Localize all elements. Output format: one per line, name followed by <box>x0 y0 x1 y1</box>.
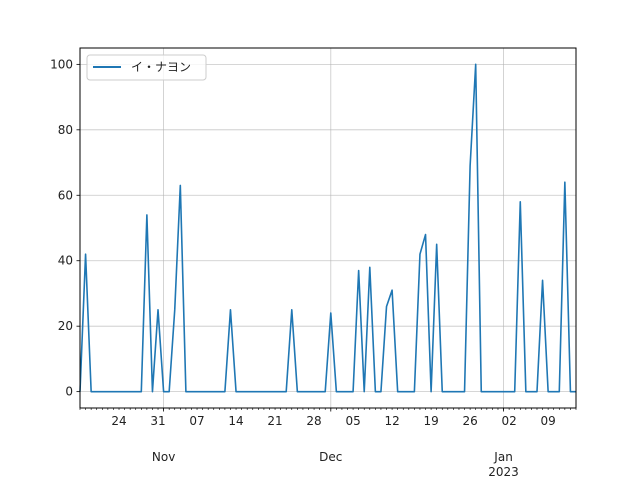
x-day-label: 26 <box>462 414 477 428</box>
y-tick-label: 40 <box>58 254 73 268</box>
x-day-label: 12 <box>384 414 399 428</box>
x-month-label: Nov <box>152 450 175 464</box>
y-tick-label: 60 <box>58 188 73 202</box>
x-day-label: 28 <box>306 414 321 428</box>
x-day-label: 24 <box>111 414 126 428</box>
legend-box <box>86 54 207 81</box>
x-day-label: 14 <box>228 414 243 428</box>
x-day-label: 02 <box>501 414 516 428</box>
plot-frame <box>79 47 577 409</box>
x-day-label: 09 <box>540 414 555 428</box>
x-day-label: 31 <box>150 414 165 428</box>
x-month-label: Jan <box>493 450 513 464</box>
legend: イ・ナヨン <box>86 54 207 81</box>
y-tick-label: 20 <box>58 319 73 333</box>
y-tick-label: 100 <box>50 57 73 71</box>
y-tick-label: 80 <box>58 123 73 137</box>
y-tick-label: 0 <box>65 385 73 399</box>
legend-label: イ・ナヨン <box>131 60 191 74</box>
x-day-label: 05 <box>345 414 360 428</box>
series-lines <box>79 63 576 393</box>
x-month-label: Dec <box>319 450 342 464</box>
x-day-label: 19 <box>423 414 438 428</box>
x-day-label: 07 <box>189 414 204 428</box>
series-line <box>79 63 576 393</box>
x-year-label: 2023 <box>488 465 519 479</box>
x-day-label: 21 <box>267 414 282 428</box>
